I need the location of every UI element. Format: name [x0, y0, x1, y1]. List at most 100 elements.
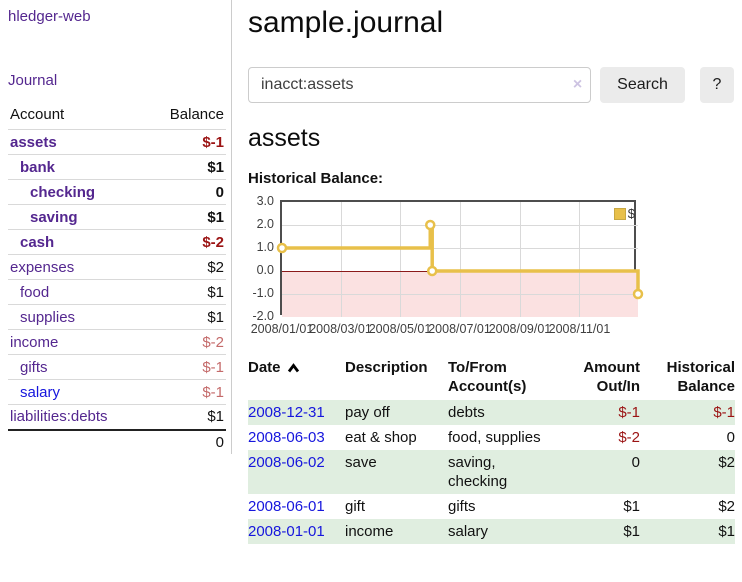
x-axis-tick-label: 2008/01/01	[250, 322, 314, 336]
data-point-marker	[426, 265, 438, 277]
brand-link[interactable]: hledger-web	[8, 8, 91, 25]
gridline	[400, 202, 402, 317]
account-heading: assets	[248, 124, 321, 152]
total-balance: 0	[146, 428, 226, 454]
accounts-header-row: Account Balance	[8, 102, 226, 130]
transaction-date-link[interactable]: 2008-06-03	[248, 429, 325, 446]
data-point-marker	[276, 242, 288, 254]
account-link-food[interactable]: food	[20, 283, 50, 301]
y-axis-tick-label: 2.0	[256, 217, 274, 231]
register-column-header: Historical Balance	[640, 356, 735, 400]
transaction-description: save	[345, 450, 448, 494]
account-link-income[interactable]: income	[10, 333, 59, 351]
account-balance: $-1	[146, 129, 226, 155]
y-axis-tick-label: -2.0	[252, 309, 274, 323]
account-balance: $1	[146, 404, 226, 430]
transaction-row: 2008-01-01 income salary $1 $1	[248, 519, 735, 544]
register-column-header: Amount Out/In	[556, 356, 640, 400]
accounts-total-row: 0	[8, 428, 226, 454]
account-link-expenses[interactable]: expenses	[10, 258, 75, 276]
account-balance: $1	[146, 304, 226, 330]
chart-title: Historical Balance:	[248, 170, 384, 187]
account-balance: $-1	[146, 354, 226, 380]
search-button[interactable]: Search	[600, 67, 685, 103]
gridline	[282, 294, 638, 295]
help-button[interactable]: ?	[699, 67, 734, 103]
register-column-header[interactable]: Date	[248, 356, 345, 400]
account-link-gifts[interactable]: gifts	[20, 358, 48, 376]
account-link-supplies[interactable]: supplies	[20, 308, 76, 326]
transaction-description: eat & shop	[345, 429, 417, 446]
account-balance: $2	[146, 254, 226, 280]
transaction-date-link[interactable]: 2008-12-31	[248, 404, 325, 421]
search-box: ×	[248, 67, 592, 103]
account-link-cash[interactable]: cash	[20, 233, 55, 251]
gridline	[340, 202, 342, 317]
transaction-date-link[interactable]: 2008-01-01	[248, 523, 325, 540]
sidebar: hledger-web Journal Account Balance asse…	[0, 0, 232, 454]
register-column-header-label: To/From Account(s)	[448, 359, 527, 395]
transaction-date-link[interactable]: 2008-06-01	[248, 498, 325, 515]
transaction-row: 2008-06-02 save saving, checking 0 $2	[248, 450, 735, 494]
gridline	[459, 202, 461, 317]
transaction-accounts: saving, checking	[448, 450, 556, 494]
account-row: cash $-2	[8, 229, 226, 255]
transaction-description: income	[345, 519, 448, 544]
balance-chart: $3.0 2.0 1.0 0.0 -1.0 -2.0 2008/01/01 2008/03/0…	[248, 194, 734, 341]
transaction-accounts: salary	[448, 519, 556, 544]
balance-line-series	[276, 219, 644, 300]
data-point-marker	[425, 219, 436, 231]
transaction-row: 2008-06-03 eat & shop food, supplies $-2 0	[248, 425, 735, 450]
transaction-balance: $2	[640, 450, 735, 494]
transaction-date-link[interactable]: 2008-06-02	[248, 454, 325, 471]
transaction-balance: $2	[718, 498, 735, 515]
transaction-balance: 0	[726, 429, 735, 446]
account-row: saving $1	[8, 204, 226, 230]
search-input[interactable]	[248, 67, 592, 103]
account-balance: $1	[146, 154, 226, 180]
y-axis-tick-label: 0.0	[256, 263, 274, 277]
legend-label: $	[627, 206, 635, 221]
transaction-accounts: food, supplies	[448, 429, 541, 446]
account-row: liabilities:debts $1	[8, 404, 226, 430]
account-row: gifts $-1	[8, 354, 226, 380]
account-link-saving[interactable]: saving	[30, 208, 78, 226]
legend-swatch-icon	[613, 207, 626, 220]
sidebar-item-journal[interactable]: Journal	[8, 72, 58, 89]
accounts-table: Account Balance assets $-1 bank $1 checking 0…	[8, 102, 226, 454]
balance-column-header: Balance	[169, 106, 224, 123]
account-link-salary[interactable]: salary	[20, 383, 61, 401]
account-balance: 0	[146, 179, 226, 205]
transaction-amount: $-2	[618, 429, 640, 446]
transaction-amount: $-1	[556, 400, 640, 425]
search-form: × Search ?	[248, 67, 734, 103]
transaction-amount: $1	[556, 519, 640, 544]
register-column-header: To/From Account(s)	[448, 356, 556, 400]
account-balance: $-2	[146, 229, 226, 255]
account-link-liabilities-debts[interactable]: liabilities:debts	[10, 408, 108, 426]
account-link-bank[interactable]: bank	[20, 158, 56, 176]
account-row: food $1	[8, 279, 226, 305]
y-axis-tick-label: -1.0	[252, 286, 274, 300]
y-axis-tick-label: 1.0	[256, 240, 274, 254]
account-balance: $1	[146, 279, 226, 305]
app-root: hledger-web Journal Account Balance asse…	[0, 0, 735, 544]
y-axis-tick-label: 3.0	[256, 194, 274, 208]
account-row: bank $1	[8, 154, 226, 180]
register-column-header-label: Description	[345, 359, 428, 376]
main-content: sample.journal × Search ? assets Histori…	[232, 0, 735, 544]
x-axis-tick-label: 2008/07/01	[428, 322, 491, 336]
account-balance: $-1	[146, 379, 226, 405]
account-link-checking[interactable]: checking	[30, 183, 96, 201]
gridline	[282, 225, 638, 226]
account-balance: $-2	[146, 329, 226, 355]
account-balance: $1	[146, 204, 226, 230]
x-axis-tick-label: 2008/09/01	[488, 322, 552, 336]
clear-search-icon[interactable]: ×	[572, 76, 583, 93]
register-table: Date Description To/From Account(s) Amount …	[248, 356, 735, 544]
plot-area: $	[276, 200, 644, 317]
account-row: checking 0	[8, 179, 226, 205]
x-axis-tick-label: 2008/11/01	[548, 322, 611, 336]
account-link-assets[interactable]: assets	[10, 133, 57, 151]
x-axis-tick-label: 2008/03/01	[309, 322, 372, 336]
